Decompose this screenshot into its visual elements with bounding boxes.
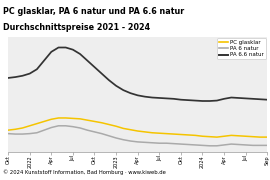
Text: PC glasklar, PA 6 natur und PA 6.6 natur: PC glasklar, PA 6 natur und PA 6.6 natur bbox=[3, 7, 184, 16]
Text: Durchschnittspreise 2021 - 2024: Durchschnittspreise 2021 - 2024 bbox=[3, 23, 150, 32]
Legend: PC glasklar, PA 6 natur, PA 6.6 natur: PC glasklar, PA 6 natur, PA 6.6 natur bbox=[217, 38, 266, 59]
Text: © 2024 Kunststoff Information, Bad Homburg · www.kiweb.de: © 2024 Kunststoff Information, Bad Hombu… bbox=[3, 170, 166, 175]
